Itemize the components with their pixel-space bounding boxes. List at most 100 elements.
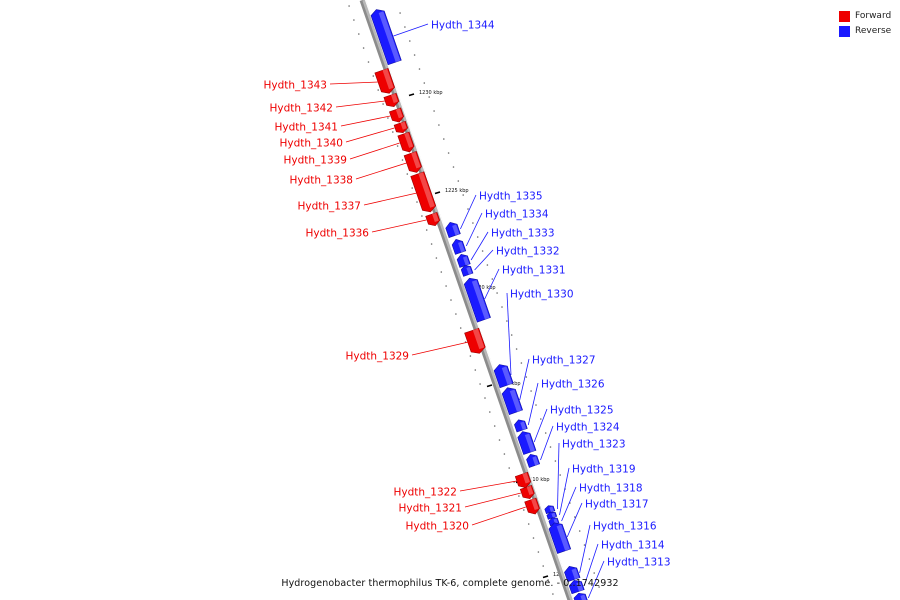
gene-highlight <box>501 366 513 386</box>
gene-highlight <box>400 121 407 130</box>
leader-line <box>519 358 530 401</box>
leader-line <box>587 560 605 599</box>
gene-block-hydth-1338[interactable] <box>403 151 423 174</box>
minor-tick <box>472 222 474 224</box>
gene-block-hydth-1321[interactable] <box>519 484 535 500</box>
leader-line <box>460 194 477 230</box>
minor-tick <box>496 292 498 294</box>
reverse-gene-label: Hydth_1313 <box>607 557 671 569</box>
minor-tick <box>401 159 404 161</box>
minor-tick <box>409 40 411 42</box>
minor-tick <box>367 61 370 63</box>
minor-tick <box>493 425 496 427</box>
minor-tick <box>578 530 581 532</box>
label-leader-lines <box>329 23 605 599</box>
gene-block-hydth-1335[interactable] <box>444 220 461 238</box>
scale-tick-label: 1210 kbp <box>526 477 550 483</box>
legend-forward: Forward <box>839 9 891 23</box>
minor-tick <box>503 453 506 455</box>
gene-block-hydth-1319[interactable] <box>546 511 558 520</box>
genome-caption: Hydrogenobacter thermophilus TK-6, compl… <box>281 578 619 589</box>
minor-tick <box>435 257 438 259</box>
gene-block-hydth-1340[interactable] <box>393 120 409 134</box>
major-tick <box>434 191 441 195</box>
gene-features[interactable] <box>370 7 588 600</box>
leader-line <box>484 268 500 300</box>
gene-block-hydth-1329[interactable] <box>464 327 487 356</box>
forward-swatch <box>839 10 850 22</box>
leader-line <box>355 162 407 180</box>
gene-block-hydth-1333[interactable] <box>456 253 471 268</box>
gene-block-hydth-1331[interactable] <box>463 276 491 323</box>
minor-tick <box>425 229 428 231</box>
gene-highlight <box>576 581 584 592</box>
reverse-gene-label: Hydth_1325 <box>550 405 614 417</box>
minor-tick <box>469 355 472 357</box>
gene-block-hydth-1325[interactable] <box>516 429 537 455</box>
minor-tick <box>525 376 528 378</box>
gene-block-hydth-1339[interactable] <box>397 131 416 154</box>
minor-tick <box>535 404 537 406</box>
gene-block-hydth-1334[interactable] <box>451 238 467 255</box>
minor-tick <box>530 390 532 392</box>
gene-highlight <box>509 389 522 412</box>
scale-tick-label: 1230 kbp <box>419 90 443 96</box>
gene-block-hydth-1337[interactable] <box>410 171 437 214</box>
gene-highlight <box>526 485 534 496</box>
minor-tick <box>438 124 440 126</box>
gene-block-hydth-1324[interactable] <box>525 453 541 468</box>
gene-highlight <box>390 93 398 103</box>
leader-line <box>579 524 591 574</box>
reverse-gene-label: Hydth_1319 <box>572 464 636 476</box>
gene-block-hydth-1327[interactable] <box>501 385 523 415</box>
gene-body <box>456 253 471 268</box>
minor-tick <box>501 306 503 308</box>
minor-tick <box>372 75 375 77</box>
gene-highlight <box>522 472 530 484</box>
leader-line <box>540 425 554 461</box>
gene-block-hydth-1316[interactable] <box>563 564 581 583</box>
minor-tick <box>552 593 554 595</box>
gene-block-hydth-1342[interactable] <box>383 92 400 109</box>
gene-block-hydth-1330[interactable] <box>493 362 514 389</box>
gene-block-hydth-1326[interactable] <box>513 418 528 433</box>
reverse-gene-label: Hydth_1330 <box>510 289 574 301</box>
leader-line <box>345 127 395 143</box>
minor-tick <box>542 565 544 567</box>
gene-block-hydth-1323[interactable] <box>544 504 556 515</box>
gene-block-hydth-1336[interactable] <box>425 211 441 227</box>
reverse-gene-label: Hydth_1318 <box>579 483 643 495</box>
gene-body <box>514 419 528 433</box>
gene-block-hydth-1332[interactable] <box>460 264 474 277</box>
minor-tick <box>467 208 469 210</box>
forward-gene-label: Hydth_1339 <box>283 155 347 167</box>
leader-line <box>464 492 521 508</box>
minor-tick <box>559 474 561 476</box>
gene-highlight <box>462 256 470 266</box>
minor-tick <box>416 201 418 203</box>
reverse-gene-label: Hydth_1333 <box>491 228 555 240</box>
gene-block-hydth-1317[interactable] <box>548 521 572 554</box>
reverse-gene-label: Hydth_1327 <box>532 355 596 367</box>
forward-gene-label: Hydth_1340 <box>279 138 343 150</box>
minor-tick <box>382 103 384 105</box>
reverse-gene-label: Hydth_1324 <box>556 422 620 434</box>
gene-highlight <box>432 212 439 223</box>
gene-block-hydth-1322[interactable] <box>514 471 532 489</box>
gene-highlight <box>404 132 414 148</box>
scale-tick-label: 1225 kbp <box>445 188 469 194</box>
minor-tick <box>527 523 530 525</box>
leader-line <box>506 292 512 376</box>
gene-highlight <box>378 11 401 63</box>
gene-block-hydth-1341[interactable] <box>389 107 405 124</box>
scale-tick-label: 1220 kbp <box>472 285 496 291</box>
gene-block-hydth-1320[interactable] <box>524 497 541 516</box>
gene-highlight <box>524 433 535 453</box>
minor-tick <box>540 418 542 420</box>
minor-tick <box>523 509 525 511</box>
gene-block-hydth-1343[interactable] <box>374 67 396 95</box>
minor-tick <box>353 19 355 21</box>
gene-block-hydth-1314[interactable] <box>568 578 585 595</box>
gene-block-hydth-1344[interactable] <box>370 7 402 66</box>
minor-tick <box>491 278 494 280</box>
